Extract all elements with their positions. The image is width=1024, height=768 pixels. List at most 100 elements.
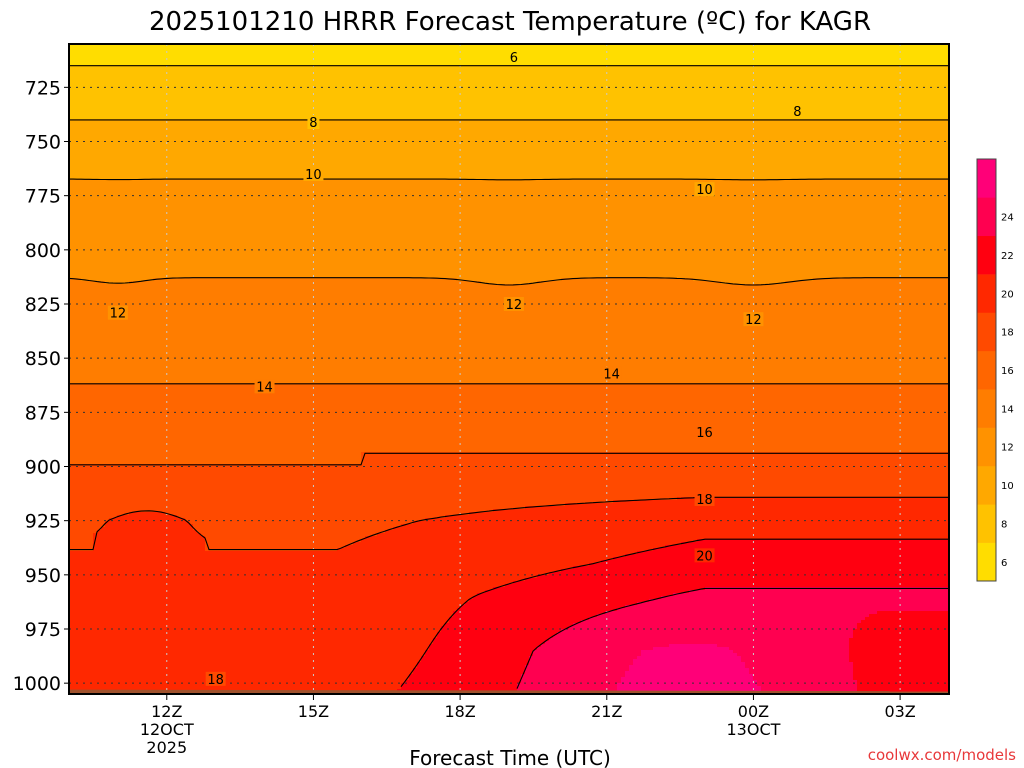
temperature-cell (301, 179, 306, 279)
temperature-cell (757, 383, 762, 453)
temperature-cell (633, 119, 638, 180)
temperature-cell (641, 278, 646, 384)
temperature-cell (689, 44, 694, 66)
temperature-cell (309, 65, 314, 120)
temperature-cell (577, 65, 582, 120)
temperature-cell (733, 44, 738, 66)
temperature-cell (833, 119, 838, 180)
temperature-cell (577, 179, 582, 279)
temperature-cell (365, 119, 370, 180)
colorbar-swatch (977, 235, 996, 275)
temperature-cell (769, 119, 774, 180)
temperature-cell (233, 464, 238, 552)
temperature-cell (725, 65, 730, 120)
temperature-cell (553, 572, 558, 636)
temperature-cell (577, 119, 582, 180)
temperature-cell (305, 551, 310, 694)
temperature-cell (729, 497, 734, 540)
temperature-cell (445, 179, 450, 279)
temperature-cell (805, 44, 810, 66)
temperature-cell (249, 65, 254, 120)
temperature-cell (669, 545, 674, 597)
temperature-cell (413, 452, 418, 522)
temperature-cell (677, 452, 682, 498)
temperature-cell (861, 587, 866, 621)
temperature-cell (393, 383, 398, 453)
temperature-cell (197, 278, 202, 384)
temperature-cell (473, 44, 478, 66)
temperature-cell (553, 65, 558, 120)
temperature-cell (189, 119, 194, 180)
temperature-cell (901, 65, 906, 120)
temperature-cell (821, 119, 826, 180)
temperature-cell (893, 278, 898, 384)
temperature-cell (741, 497, 746, 540)
temperature-cell (873, 278, 878, 384)
temperature-cell (773, 539, 778, 588)
temperature-cell (353, 179, 358, 279)
temperature-cell (81, 551, 86, 694)
temperature-cell (605, 44, 610, 66)
temperature-cell (713, 383, 718, 453)
temperature-cell (97, 119, 102, 180)
temperature-cell (769, 497, 774, 540)
temperature-cell (129, 512, 134, 694)
temperature-cell (221, 383, 226, 465)
contour-label: 14 (256, 380, 273, 395)
temperature-cell (309, 119, 314, 180)
temperature-cell (717, 119, 722, 180)
temperature-cell (609, 44, 614, 66)
temperature-cell (409, 674, 414, 694)
temperature-cell (157, 65, 162, 120)
temperature-cell (825, 179, 830, 279)
temperature-cell (265, 44, 270, 66)
temperature-cell (633, 383, 638, 453)
temperature-cell (905, 497, 910, 540)
temperature-cell (861, 44, 866, 66)
temperature-cell (277, 44, 282, 66)
temperature-cell (169, 65, 174, 120)
temperature-cell (513, 65, 518, 120)
temperature-cell (189, 44, 194, 66)
temperature-cell (449, 278, 454, 384)
temperature-cell (773, 383, 778, 453)
temperature-cell (349, 119, 354, 180)
temperature-cell (905, 44, 910, 66)
temperature-cell (433, 452, 438, 519)
temperature-cell (461, 119, 466, 180)
temperature-cell (181, 119, 186, 180)
temperature-cell (457, 608, 462, 694)
temperature-cell (581, 452, 586, 504)
temperature-cell (653, 119, 658, 180)
temperature-cell (921, 278, 926, 384)
temperature-cell (921, 611, 926, 694)
temperature-cell (153, 278, 158, 384)
temperature-cell (165, 179, 170, 279)
temperature-cell (505, 65, 510, 120)
temperature-cell (337, 44, 342, 66)
temperature-cell (425, 518, 430, 651)
temperature-cell (465, 452, 470, 516)
temperature-cell (125, 515, 130, 694)
temperature-cell (81, 179, 86, 282)
temperature-cell (813, 278, 818, 384)
temperature-cell (513, 119, 518, 180)
temperature-cell (109, 464, 114, 519)
temperature-cell (689, 542, 694, 591)
temperature-cell (881, 278, 886, 384)
temperature-cell (345, 464, 350, 546)
temperature-cell (737, 587, 742, 657)
temperature-cell (357, 119, 362, 180)
temperature-cell (921, 539, 926, 588)
temperature-cell (585, 620, 590, 694)
temperature-cell (929, 611, 934, 694)
temperature-cell (525, 506, 530, 579)
temperature-cell (197, 464, 202, 534)
temperature-cell (661, 548, 666, 597)
temperature-cell (245, 551, 250, 694)
contour-label: 12 (110, 307, 127, 322)
temperature-cell (797, 179, 802, 282)
temperature-cell (833, 383, 838, 453)
temperature-cell (881, 611, 886, 694)
temperature-cell (793, 452, 798, 498)
